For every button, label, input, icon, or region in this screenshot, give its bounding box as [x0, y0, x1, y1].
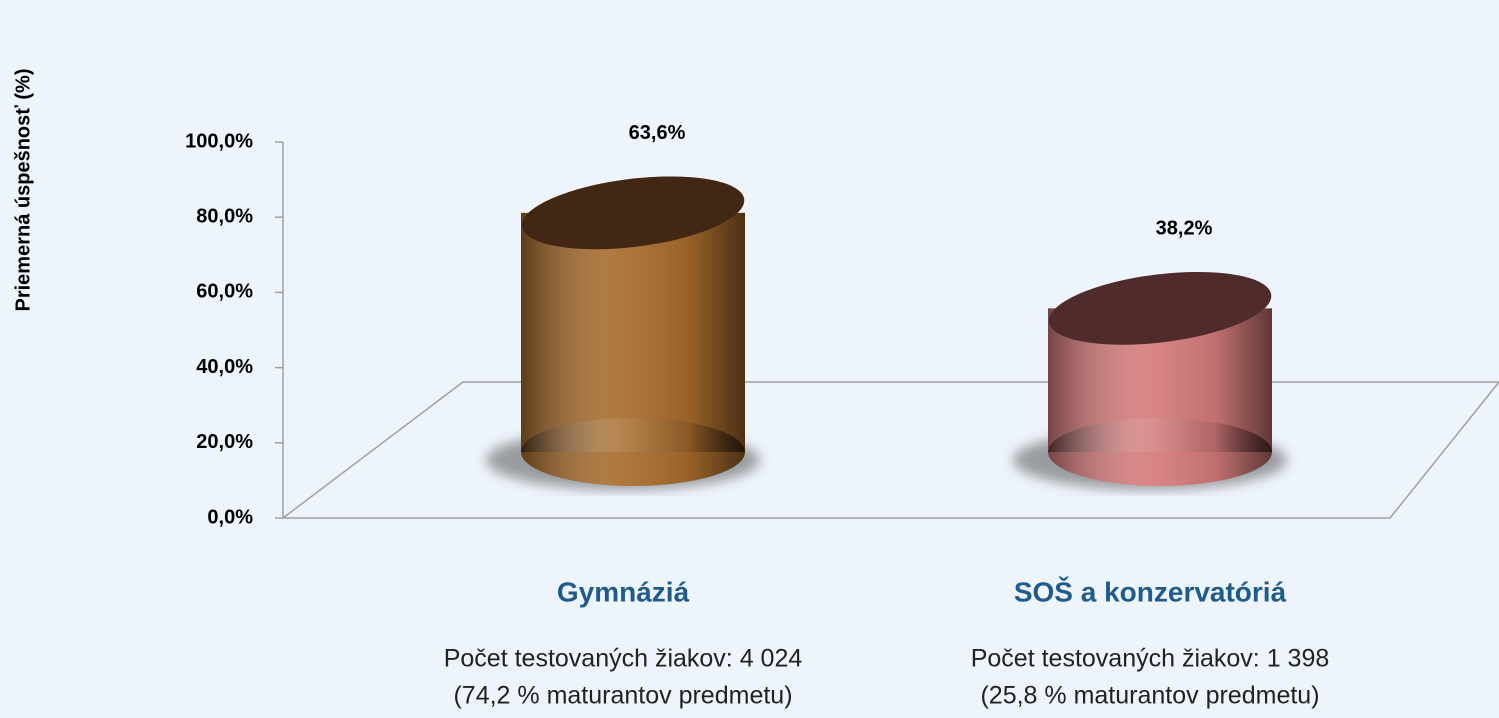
category-note: (74,2 % maturantov predmetu) [453, 682, 792, 710]
category-note: Počet testovaných žiakov: 4 024 [444, 645, 803, 673]
cylinder-top-shade [521, 176, 745, 250]
y-tick-label: 40,0% [196, 356, 253, 378]
y-tick-label: 100,0% [185, 130, 253, 152]
y-tick-label: 0,0% [207, 506, 253, 528]
category-note: (25,8 % maturantov predmetu) [980, 682, 1319, 710]
y-tick-label: 60,0% [196, 281, 253, 303]
y-tick-label: 80,0% [196, 205, 253, 227]
cylinder-body-shade [521, 212, 745, 452]
floor [280, 381, 1499, 519]
category-label: SOŠ a konzervatóriá [1014, 575, 1287, 607]
category-note: Počet testovaných žiakov: 1 398 [971, 645, 1330, 673]
y-axis-label: Priemerná úspešnosť (%) [12, 69, 34, 312]
y-tick-label: 20,0% [196, 431, 253, 453]
cylinder-top-shade [1048, 271, 1272, 345]
value-label: 63,6% [629, 122, 686, 144]
category-label: Gymnáziá [557, 576, 690, 607]
value-label: 38,2% [1156, 218, 1213, 240]
